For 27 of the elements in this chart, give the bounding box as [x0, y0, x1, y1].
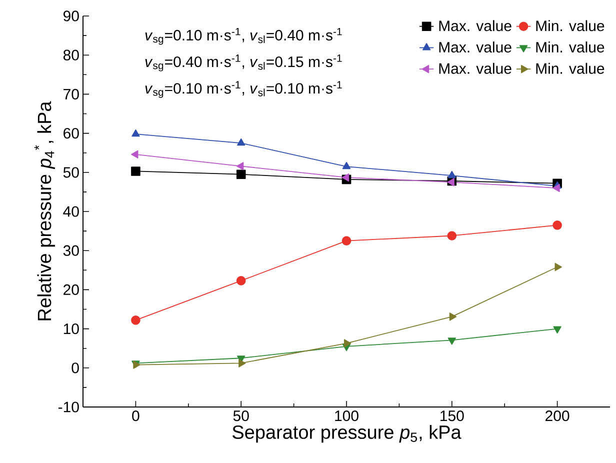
legend-label: Min. value [536, 62, 604, 74]
y-tick-label: 80 [63, 50, 79, 60]
y-tick-label: 50 [63, 167, 79, 178]
x-tick-label: 200 [546, 410, 570, 422]
y-tick-label: 40 [63, 206, 79, 217]
y-tick-label: 90 [64, 10, 79, 22]
legend-label: Min. value [536, 20, 604, 32]
y-tick-label: 20 [64, 284, 79, 295]
x-tick-label: 50 [233, 410, 249, 422]
x-tick-label: 0 [132, 410, 140, 422]
legend-label: Min. value [536, 42, 604, 53]
y-tick-label: 60 [64, 128, 79, 139]
x-axis-title: Separator pressure p$_{5}$, kPa [232, 424, 462, 443]
y-tick-label: 30 [63, 245, 79, 256]
y-axis-title: Relative pressure p$_{4}$$^{*}$, kPa [34, 101, 55, 320]
x-tick-label: 100 [335, 410, 358, 422]
text: v$_{sg}$=0.10 m·s$^{-1}$, v$_{sl}$=0.40 m·s$^{-1}$ [145, 28, 342, 45]
y-tick-label: 0 [72, 362, 79, 374]
y-tick-label: 70 [64, 88, 79, 100]
text: v$_{sg}$=0.40 m·s$^{-1}$, v$_{sl}$=0.15 m·s$^{-1}$ [145, 54, 342, 72]
legend-label: Max. value [439, 20, 512, 32]
y-tick-label: 10 [64, 323, 79, 334]
legend-label: Max. value [439, 62, 512, 74]
text: v$_{sg}$=0.10 m·s$^{-1}$, v$_{sl}$=0.10 m·s$^{-1}$ [145, 81, 342, 98]
legend-label: Max. value [439, 42, 512, 53]
y-tick-label: -10 [58, 402, 79, 412]
x-tick-label: 150 [440, 410, 464, 422]
